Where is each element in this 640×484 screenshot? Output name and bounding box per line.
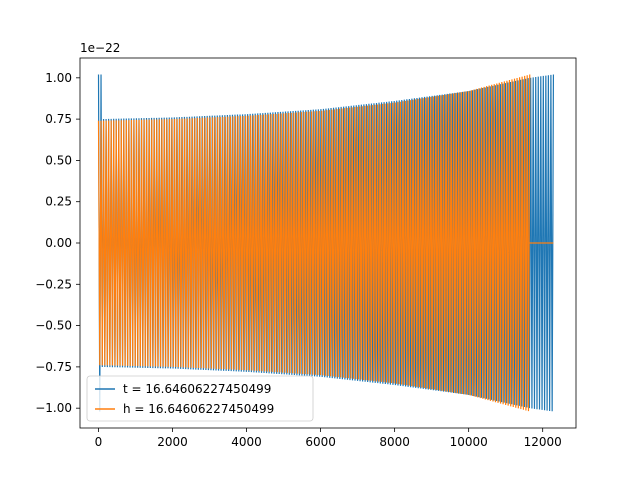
series-layer (97, 74, 555, 412)
x-tick-label: 4000 (231, 435, 262, 449)
x-axis: 0 2000 4000 6000 8000 10000 12000 (95, 428, 562, 449)
y-tick-label: 0.50 (45, 153, 72, 167)
legend-label-2: h = 16.64606227450499 (123, 402, 274, 416)
y-tick-label: 0.25 (45, 195, 72, 209)
y-axis: −1.00 −0.75 −0.50 −0.25 0.00 0.25 0.50 0.75 1.00 (35, 71, 80, 415)
x-tick-label: 6000 (305, 435, 336, 449)
x-tick-label: 8000 (379, 435, 410, 449)
axis-offset-label: 1e−22 (80, 41, 120, 55)
series-line-2 (97, 74, 554, 412)
legend: t = 16.64606227450499 h = 16.646062274504… (86, 375, 314, 422)
legend-box (86, 375, 314, 422)
x-tick-label: 2000 (157, 435, 188, 449)
legend-label-1: t = 16.64606227450499 (123, 382, 271, 396)
series-line-1 (97, 74, 555, 412)
y-tick-label: 0.00 (45, 236, 72, 250)
x-tick-label: 0 (95, 435, 103, 449)
y-tick-label: −0.50 (35, 319, 72, 333)
y-tick-label: 1.00 (45, 71, 72, 85)
y-tick-label: −1.00 (35, 401, 72, 415)
x-tick-label: 12000 (524, 435, 562, 449)
y-tick-label: −0.75 (35, 360, 72, 374)
y-tick-label: 0.75 (45, 112, 72, 126)
x-tick-label: 10000 (450, 435, 488, 449)
y-tick-label: −0.25 (35, 277, 72, 291)
